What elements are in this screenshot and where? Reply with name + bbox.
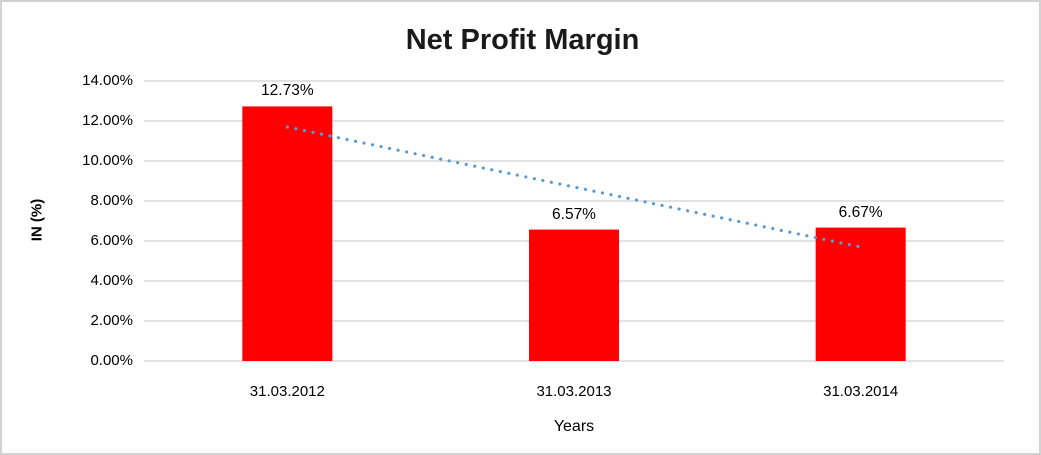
x-tick-label: 31.03.2012 xyxy=(249,383,325,400)
bar-31.03.2014 xyxy=(815,227,906,361)
y-tick-label: 2.00% xyxy=(90,312,133,329)
y-tick-label: 12.00% xyxy=(82,112,133,129)
bar-data-label: 12.73% xyxy=(261,82,314,100)
y-tick-label: 8.00% xyxy=(90,192,133,209)
x-axis-title: Years xyxy=(553,418,595,435)
chart-title: Net Profit Margin xyxy=(405,24,640,56)
x-tick-label: 31.03.2013 xyxy=(536,383,612,400)
trendline xyxy=(285,125,863,249)
bar-data-label: 6.67% xyxy=(838,203,883,221)
y-tick-label: 4.00% xyxy=(90,272,133,289)
x-tick-label: 31.03.2014 xyxy=(823,383,899,400)
bar-31.03.2012 xyxy=(242,106,333,362)
y-tick-label: 14.00% xyxy=(82,72,133,89)
y-tick-label: 10.00% xyxy=(82,152,133,169)
bar-31.03.2013 xyxy=(529,229,619,361)
bar-data-label: 6.57% xyxy=(552,205,596,223)
y-tick-label: 0.00% xyxy=(90,352,133,369)
y-tick-label: 6.00% xyxy=(90,232,133,249)
